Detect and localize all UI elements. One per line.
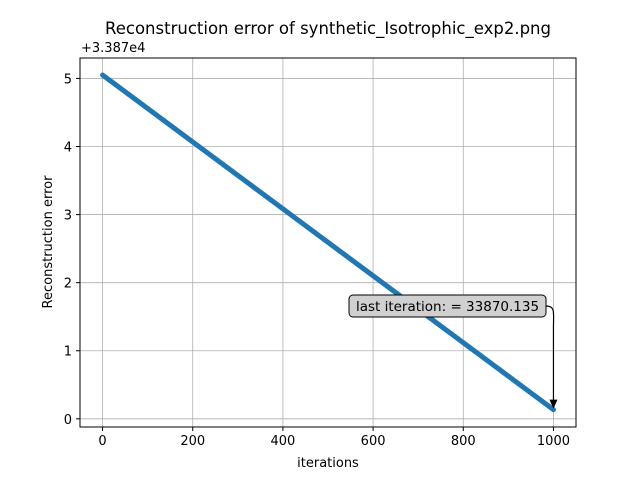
annotation-arrow <box>545 305 555 408</box>
y-tick-label: 0 <box>64 413 72 428</box>
y-axis-label: Reconstruction error <box>41 175 56 309</box>
y-offset-label: +3.387e4 <box>81 41 145 56</box>
x-tick-label: 400 <box>270 434 295 449</box>
annotation-arrowhead <box>549 399 558 409</box>
annotation-text: last iteration: = 33870.135 <box>356 299 539 315</box>
x-tick-label: 200 <box>180 434 205 449</box>
x-tick-label: 0 <box>98 434 106 449</box>
series-line <box>100 72 556 413</box>
y-tick-label: 4 <box>64 141 72 156</box>
y-tick-label: 3 <box>64 209 72 224</box>
y-tick-label: 1 <box>64 345 72 360</box>
x-tick-label: 1000 <box>537 434 570 449</box>
y-tick-label: 5 <box>64 72 72 87</box>
chart-title: Reconstruction error of synthetic_Isotro… <box>105 19 551 39</box>
y-tick-label: 2 <box>64 277 72 292</box>
x-tick-label: 800 <box>451 434 476 449</box>
plot-area: 0 200 400 600 800 1000 0 1 2 3 4 5 last iteration: =… <box>64 57 577 449</box>
axes-frame <box>79 57 577 428</box>
x-tick-label: 600 <box>361 434 386 449</box>
x-axis-label: iterations <box>297 456 359 471</box>
